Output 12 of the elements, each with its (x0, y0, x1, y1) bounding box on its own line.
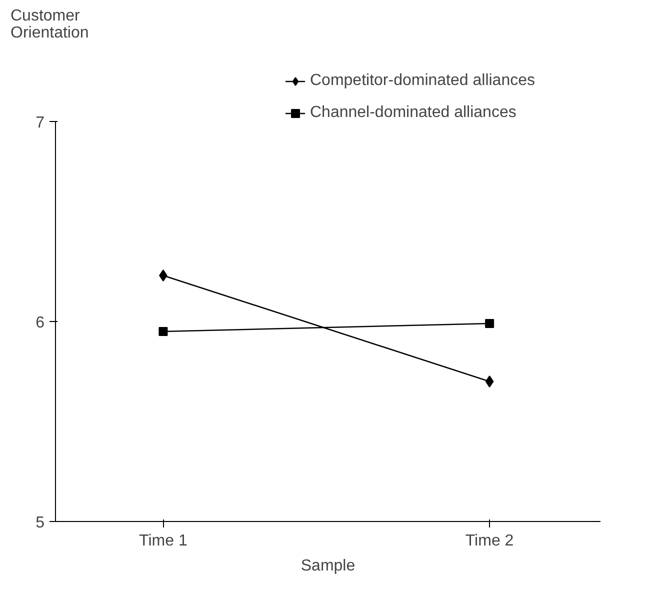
legend-label: Competitor-dominated alliances (310, 72, 535, 90)
y-axis-title: Customer Orientation (10, 8, 89, 42)
point (485, 319, 494, 328)
legend-label: Channel-dominated alliances (310, 104, 516, 122)
y-tick-label: 5 (36, 514, 45, 532)
x-axis-title: Sample (300, 558, 356, 574)
x-tick-label: Time 1 (139, 532, 188, 550)
point (158, 327, 168, 336)
point (485, 376, 494, 388)
y-tick-label: 7 (36, 114, 45, 132)
x-tick-label: Time 2 (465, 532, 514, 550)
y-tick-label: 6 (36, 314, 45, 332)
